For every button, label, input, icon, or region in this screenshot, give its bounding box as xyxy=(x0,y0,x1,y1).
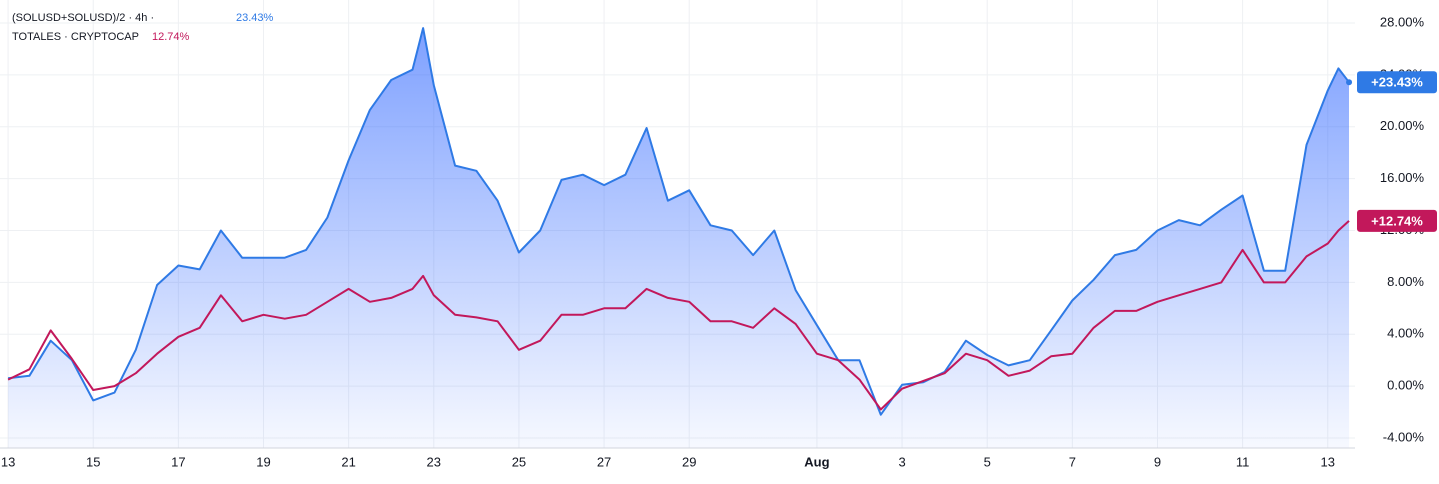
x-tick-label: Aug xyxy=(804,454,829,469)
x-tick-label: 3 xyxy=(898,454,905,469)
x-tick-label: 27 xyxy=(597,454,611,469)
y-tick-label: 0.00% xyxy=(1387,378,1424,393)
legend-name: TOTALES · CRYPTOCAP xyxy=(12,31,139,43)
y-tick-label: 4.00% xyxy=(1387,326,1424,341)
x-tick-label: 13 xyxy=(1,454,15,469)
y-tick-label: 8.00% xyxy=(1387,274,1424,289)
legend-value: 23.43% xyxy=(236,12,274,24)
x-tick-label: 29 xyxy=(682,454,696,469)
y-tick-label: 20.00% xyxy=(1380,118,1425,133)
y-tick-label: 28.00% xyxy=(1380,14,1425,29)
x-tick-label: 9 xyxy=(1154,454,1161,469)
legend-name: (SOLUSD+SOLUSD)/2 · 4h · xyxy=(12,12,154,24)
x-tick-label: 19 xyxy=(256,454,270,469)
x-tick-label: 23 xyxy=(427,454,441,469)
y-tick-label: -4.00% xyxy=(1383,429,1425,444)
x-tick-label: 11 xyxy=(1236,454,1250,469)
last-value-badge xyxy=(1357,209,1437,232)
line xyxy=(7,27,1350,416)
legend-value: 12.74% xyxy=(152,31,190,43)
last-value-label: +12.74% xyxy=(1371,213,1423,228)
x-tick-label: 25 xyxy=(512,454,526,469)
y-tick-label: 16.00% xyxy=(1380,170,1425,185)
last-point xyxy=(1346,79,1353,86)
line xyxy=(7,220,1350,411)
x-tick-label: 17 xyxy=(171,454,185,469)
plot xyxy=(7,27,1353,448)
x-tick-label: 5 xyxy=(984,454,991,469)
area xyxy=(8,28,1350,448)
x-tick-label: 13 xyxy=(1321,454,1335,469)
last-value-badge xyxy=(1357,71,1437,94)
x-tick-label: 7 xyxy=(1069,454,1076,469)
last-value-label: +23.43% xyxy=(1371,75,1423,90)
x-tick-label: 21 xyxy=(341,454,355,469)
axes: 28.00%24.00%20.00%16.00%12.00%8.00%4.00%… xyxy=(1,12,1437,469)
x-tick-label: 15 xyxy=(86,454,100,469)
